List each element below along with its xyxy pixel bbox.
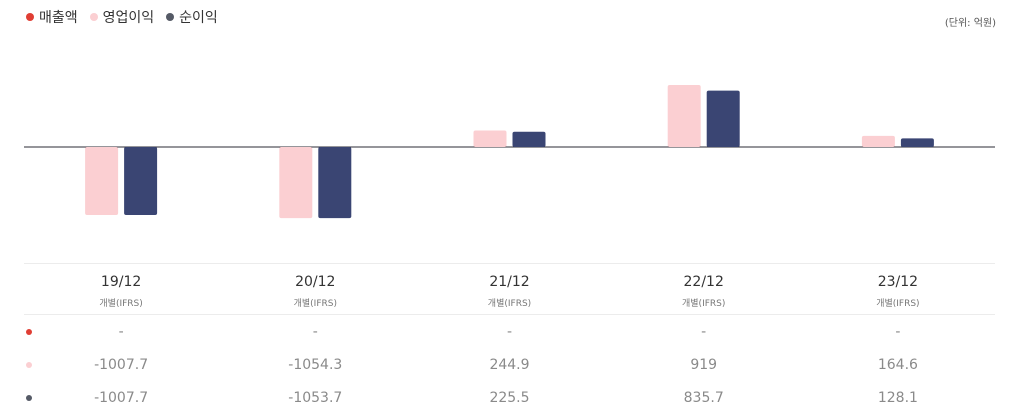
table-row-operating-profit: -1007.7 -1054.3 244.9 919 164.6 — [24, 348, 995, 381]
table-row-revenue: - - - - - — [24, 315, 995, 348]
column-header: 22/12 개별(IFRS) — [607, 264, 801, 314]
legend-item-operating-profit[interactable]: 영업이익 — [89, 7, 155, 27]
basis-label: 개별(IFRS) — [293, 299, 337, 309]
bar-operating-profit-22-12[interactable] — [667, 85, 701, 147]
table-cell: -1054.3 — [288, 356, 343, 373]
basis-label: 개별(IFRS) — [876, 299, 920, 309]
table-cell: 835.7 — [683, 389, 724, 406]
table-cell: -1007.7 — [94, 389, 149, 406]
bar-operating-profit-19-12[interactable] — [85, 147, 119, 215]
row-dot-revenue — [26, 328, 32, 335]
table-cell: - — [895, 323, 901, 340]
legend-item-net-income[interactable]: 순이익 — [166, 7, 218, 27]
row-dot-operating-profit — [26, 361, 32, 368]
bar-operating-profit-23-12[interactable] — [861, 135, 895, 147]
bar-net-income-21-12[interactable] — [512, 131, 546, 147]
table-row-net-income: -1007.7 -1053.7 225.5 835.7 128.1 — [24, 381, 995, 414]
period-label: 20/12 — [295, 274, 336, 290]
chart-legend: 매출액 영업이익 순이익 — [26, 7, 218, 27]
bar-operating-profit-21-12[interactable] — [473, 130, 507, 148]
column-header: 20/12 개별(IFRS) — [218, 264, 412, 314]
bar-net-income-20-12[interactable] — [318, 147, 352, 219]
table-cell: 919 — [690, 356, 718, 373]
bar-operating-profit-20-12[interactable] — [279, 147, 313, 219]
bar-net-income-23-12[interactable] — [900, 138, 934, 147]
table-cell: 244.9 — [489, 356, 530, 373]
legend-dot-operating-profit — [89, 13, 98, 21]
unit-label: (단위: 억원) — [944, 18, 996, 29]
column-header: 21/12 개별(IFRS) — [412, 264, 606, 314]
legend-label-operating-profit: 영업이익 — [102, 10, 155, 26]
period-label: 19/12 — [100, 274, 142, 290]
period-label: 23/12 — [877, 274, 919, 290]
table-cell: - — [506, 323, 513, 340]
basis-label: 개별(IFRS) — [99, 299, 143, 309]
table-cell: - — [312, 323, 318, 340]
table-cell: -1007.7 — [94, 356, 149, 373]
legend-label-net-income: 순이익 — [179, 10, 218, 26]
column-header: 23/12 개별(IFRS) — [801, 264, 995, 314]
period-label: 22/12 — [683, 274, 724, 290]
bar-net-income-22-12[interactable] — [706, 90, 740, 147]
table-cell: 164.6 — [877, 356, 918, 373]
table-cell: 128.1 — [877, 389, 918, 406]
row-dot-net-income — [26, 394, 32, 401]
table-cell: 225.5 — [489, 389, 530, 406]
legend-label-revenue: 매출액 — [39, 10, 78, 26]
legend-item-revenue[interactable]: 매출액 — [26, 7, 78, 27]
period-label: 21/12 — [489, 274, 530, 290]
table-cell: -1053.7 — [288, 389, 343, 406]
column-header: 19/12 개별(IFRS) — [24, 264, 218, 314]
bar-net-income-19-12[interactable] — [124, 147, 158, 215]
legend-dot-revenue — [26, 13, 34, 21]
table-cell: - — [118, 323, 124, 340]
legend-dot-net-income — [166, 13, 175, 21]
table-cell: - — [701, 323, 707, 340]
table-header: 19/12 개별(IFRS) 20/12 개별(IFRS) 21/12 개별(I… — [24, 264, 995, 315]
basis-label: 개별(IFRS) — [682, 299, 726, 309]
data-table: 19/12 개별(IFRS) 20/12 개별(IFRS) 21/12 개별(I… — [24, 263, 995, 414]
basis-label: 개별(IFRS) — [487, 299, 532, 309]
bar-chart — [24, 85, 995, 219]
